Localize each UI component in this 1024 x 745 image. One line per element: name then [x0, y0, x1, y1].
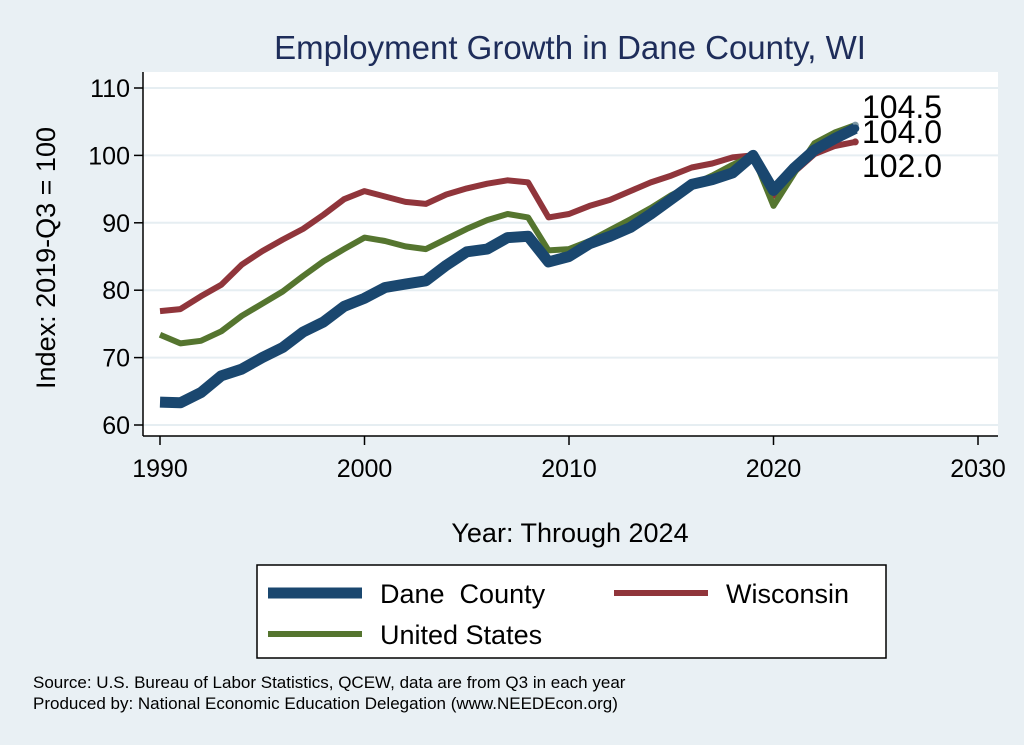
y-tick-label-90: 90 — [102, 210, 130, 238]
legend-label-wisconsin: Wisconsin — [726, 579, 849, 609]
legend-label-united-states: United States — [380, 620, 542, 650]
y-tick-label-60: 60 — [102, 412, 130, 440]
source-note: Source: U.S. Bureau of Labor Statistics,… — [33, 673, 626, 692]
end-label-wisconsin: 102.0 — [862, 148, 942, 184]
series-line-wisconsin — [159, 138, 856, 315]
y-tick-label-80: 80 — [102, 277, 130, 305]
x-tick-label-2010: 2010 — [541, 455, 597, 483]
x-axis-title: Year: Through 2024 — [451, 518, 688, 548]
x-tick-label-1990: 1990 — [132, 455, 188, 483]
chart-title: Employment Growth in Dane County, WI — [274, 29, 866, 66]
end-point-dane-county — [851, 124, 860, 133]
x-tick-label-2020: 2020 — [746, 455, 802, 483]
axes: 60 70 80 90 100 110 1990 2000 2010 2020 2030 — [88, 72, 1006, 483]
legend-label-dane-county: Dane County — [380, 579, 546, 609]
producer-note: Produced by: National Economic Education… — [33, 694, 618, 713]
y-tick-label-110: 110 — [90, 75, 130, 103]
series-line-dane-county — [159, 123, 858, 409]
y-tick-label-100: 100 — [88, 142, 130, 170]
series-lines — [158, 121, 860, 409]
x-tick-label-2030: 2030 — [950, 455, 1006, 483]
legend: Dane County Wisconsin United States — [256, 564, 887, 659]
end-label-dane-county: 104.0 — [862, 114, 942, 150]
end-label-united-states: 104.5 — [862, 89, 942, 125]
y-tick-label-70: 70 — [102, 345, 130, 373]
end-point-wisconsin — [851, 138, 859, 146]
x-tick-label-2000: 2000 — [337, 455, 393, 483]
y-axis-title: Index: 2019-Q3 = 100 — [31, 127, 61, 389]
legend-box — [256, 564, 887, 659]
